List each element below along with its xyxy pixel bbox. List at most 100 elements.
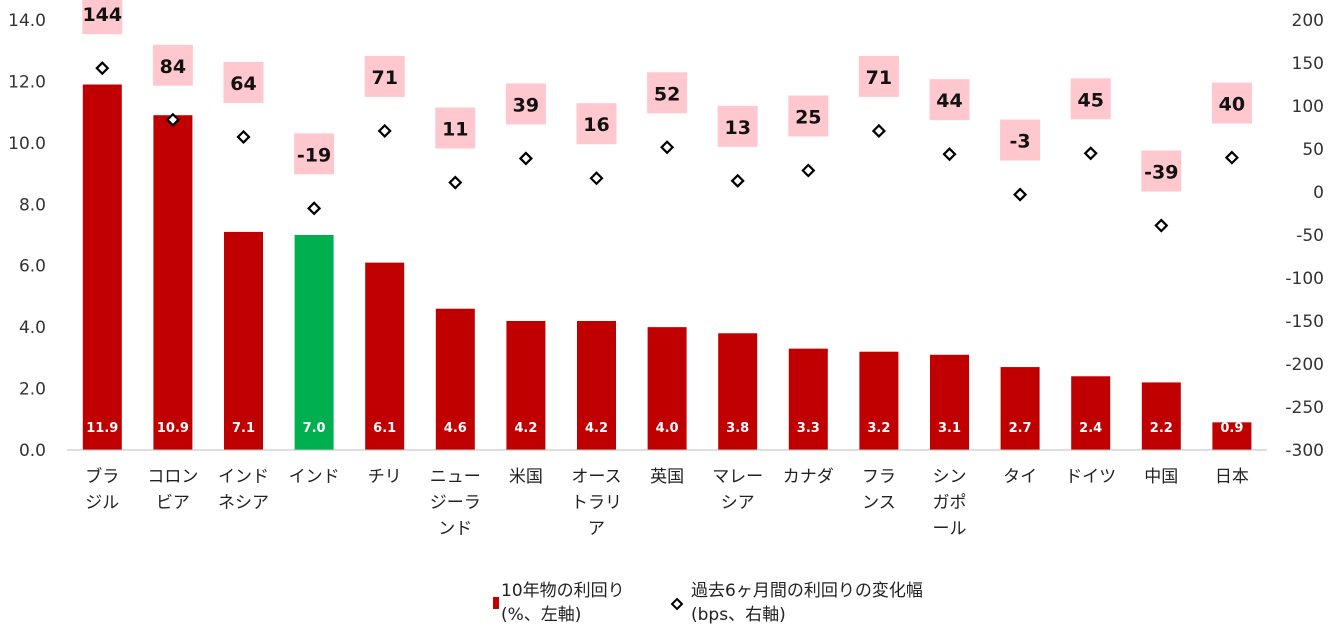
change-value-label: -39 (1144, 162, 1178, 184)
bar (930, 354, 969, 450)
bar-series (82, 84, 1252, 450)
change-marker (1013, 187, 1028, 202)
change-value-label: 144 (82, 4, 122, 26)
change-label-box (152, 44, 193, 86)
bar-value-label: 7.1 (232, 421, 255, 436)
change-value-label: 44 (936, 90, 962, 112)
category-label: インドネシア (218, 467, 269, 513)
change-marker (942, 147, 957, 162)
left-tick-label: 12.0 (8, 72, 46, 92)
category-label: 中国 (1144, 467, 1178, 487)
bar (859, 351, 899, 450)
right-tick-label: -50 (1296, 226, 1324, 246)
change-value-labels: 144 84 64 -19 71 11 39 16 52 13 25 71 44 -3 45 -39 40 (82, 0, 1252, 192)
legend: 10年物の利回り(%、左軸) 過去6ヶ月間の利回りの変化幅(bps、右軸) (493, 581, 923, 625)
change-marker (660, 140, 675, 155)
bar-value-labels: 11.9 10.9 7.1 7.0 6.1 4.6 4.2 4.2 4.0 3.8 3.3 3.2 3.… (86, 421, 1243, 436)
change-marker (801, 163, 816, 178)
right-tick-label: 0 (1313, 183, 1324, 203)
change-marker (448, 175, 463, 190)
bar (153, 115, 193, 450)
category-label: コロンビア (147, 467, 198, 513)
change-value-label: 45 (1077, 89, 1103, 111)
bar-value-label: 3.8 (726, 421, 749, 436)
right-tick-label: 200 (1292, 11, 1324, 31)
category-label: ニュージーランド (430, 467, 481, 539)
bar-value-label: 11.9 (86, 421, 118, 436)
change-value-label: 16 (583, 114, 609, 136)
change-marker (871, 123, 886, 138)
change-label-box (1000, 119, 1041, 161)
left-tick-label: 0.0 (19, 441, 46, 461)
bar (577, 321, 616, 450)
bar (1000, 367, 1040, 450)
change-value-label: 25 (795, 107, 821, 129)
bar (1141, 382, 1181, 450)
change-value-label: -19 (297, 144, 331, 166)
change-marker (589, 171, 604, 186)
bar (1071, 376, 1111, 450)
bar (435, 308, 475, 450)
change-value-label: 71 (866, 67, 892, 89)
change-markers (95, 61, 1239, 233)
change-label-box (576, 103, 617, 145)
legend-bar-swatch (493, 597, 499, 609)
bar-value-label: 4.2 (585, 421, 608, 436)
category-label: オーストラリア (571, 467, 622, 539)
bar (506, 321, 546, 450)
right-tick-label: -250 (1285, 398, 1324, 418)
category-label: ドイツ (1065, 467, 1116, 487)
change-marker (1154, 218, 1169, 233)
change-label-box (505, 83, 546, 125)
bar-value-label: 3.3 (797, 421, 820, 436)
change-label-box (294, 133, 335, 175)
legend-bar-label: 10年物の利回り(%、左軸) (501, 581, 625, 625)
change-marker (377, 123, 392, 138)
category-label: タイ (1003, 467, 1037, 487)
category-label: チリ (368, 467, 402, 487)
right-tick-label: -200 (1285, 355, 1324, 375)
bar-value-label: 6.1 (373, 421, 396, 436)
change-marker (95, 61, 110, 76)
change-marker (1224, 150, 1239, 165)
bar (1212, 422, 1252, 450)
bar (224, 231, 263, 450)
category-label: 米国 (509, 467, 543, 487)
bar-value-label: 4.2 (514, 421, 537, 436)
bar (82, 84, 122, 450)
category-label: マレーシア (712, 467, 763, 513)
change-value-label: 64 (230, 73, 256, 95)
right-tick-label: -100 (1285, 269, 1324, 289)
left-tick-label: 4.0 (19, 318, 46, 338)
bar-value-label: 4.0 (656, 421, 679, 436)
change-value-label: 84 (160, 56, 186, 78)
category-label: 日本 (1215, 467, 1249, 487)
left-tick-label: 2.0 (19, 380, 46, 400)
bar (647, 327, 687, 450)
change-label-box (364, 55, 405, 97)
change-label-box (82, 0, 123, 35)
bar-value-label: 3.1 (938, 421, 961, 436)
change-value-label: -3 (1010, 131, 1031, 153)
change-marker (236, 129, 251, 145)
bar-value-label: 3.2 (867, 421, 890, 436)
left-tick-label: 10.0 (8, 134, 46, 154)
change-label-box (435, 107, 476, 149)
category-label: フランス (862, 467, 896, 513)
right-tick-label: -150 (1285, 312, 1324, 332)
category-label: 英国 (650, 467, 684, 487)
right-tick-label: 150 (1292, 54, 1324, 74)
bar-value-label: 7.0 (303, 421, 326, 436)
bar (365, 262, 405, 450)
change-value-label: 11 (442, 119, 468, 141)
change-value-label: 71 (371, 67, 397, 89)
bar-value-label: 2.7 (1009, 421, 1032, 436)
change-label-box (929, 79, 970, 121)
left-axis-ticks: 0.0 2.0 4.0 6.0 8.0 10.0 12.0 14.0 (8, 11, 46, 461)
bar-value-label: 10.9 (157, 421, 189, 436)
category-label: シンガポール (933, 467, 967, 539)
bar (294, 235, 334, 450)
bar-value-label: 0.9 (1220, 421, 1243, 436)
